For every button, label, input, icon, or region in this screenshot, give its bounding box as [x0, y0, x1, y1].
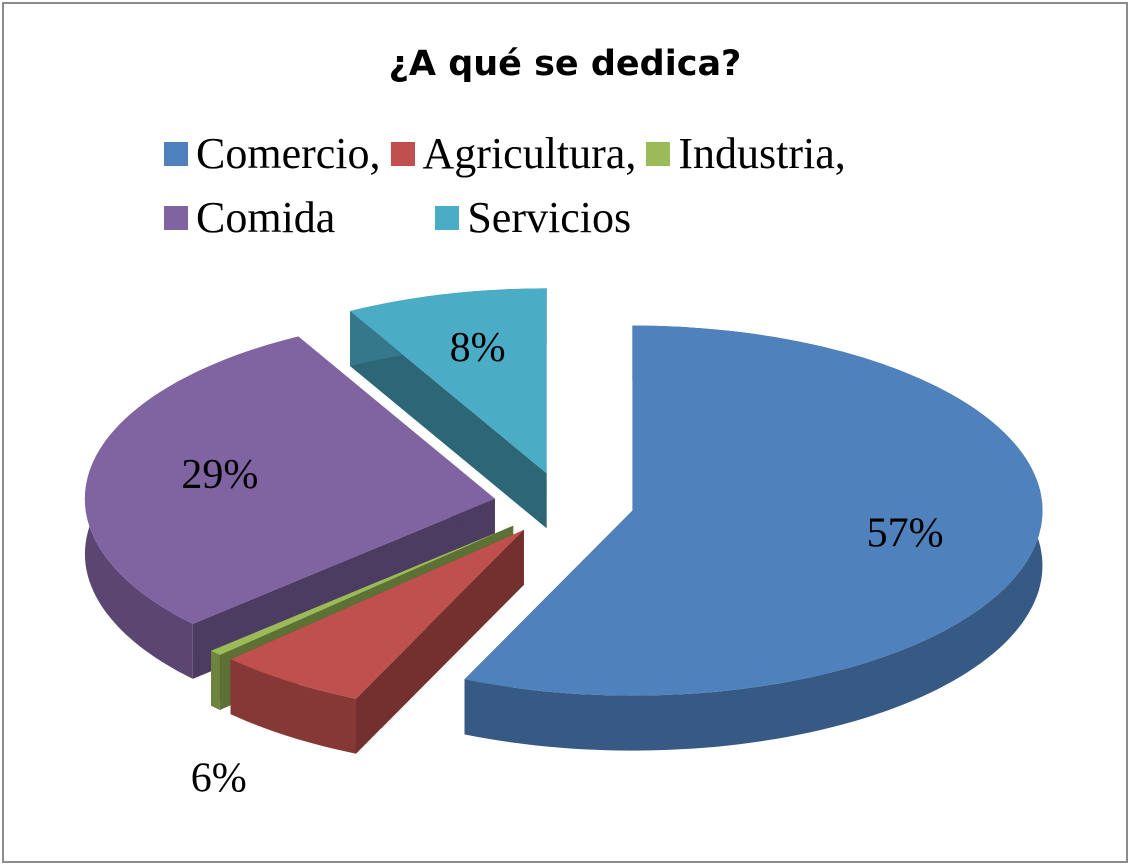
legend-label: Servicios [467, 193, 632, 242]
legend: Comercio, Agricultura, Industria, Comida Ser… [164, 122, 984, 250]
slice-side [230, 659, 356, 754]
pie-plot: 57% 6% 29% 8% [84, 288, 1043, 802]
slice-face [350, 311, 547, 529]
legend-label: Comida [196, 193, 336, 242]
legend-swatch [164, 206, 188, 230]
slice [211, 525, 514, 655]
chart-title: ¿A qué se dedica? [388, 44, 742, 84]
legend-swatch [435, 206, 460, 230]
legend-swatch [164, 142, 188, 166]
legend-label: Agricultura, [422, 129, 637, 178]
slice [464, 325, 1043, 696]
data-label: 6% [191, 756, 247, 802]
data-label: 8% [450, 325, 506, 371]
data-label: 29% [181, 452, 258, 498]
legend-label: Comercio, [196, 129, 381, 178]
data-label: 57% [867, 511, 944, 557]
slice [350, 288, 547, 474]
legend-item: Comida [164, 186, 335, 250]
legend-item: Industria, [646, 122, 846, 186]
legend-label: Industria, [678, 129, 846, 178]
legend-item: Agricultura, [390, 122, 637, 186]
slice-side [211, 650, 220, 710]
legend-item: Comercio, [164, 122, 381, 186]
slice [84, 336, 495, 624]
slice [230, 529, 524, 699]
legend-item: Servicios [435, 186, 631, 250]
legend-swatch [646, 142, 671, 166]
slice-side [464, 325, 1043, 751]
legend-swatch [390, 142, 415, 166]
